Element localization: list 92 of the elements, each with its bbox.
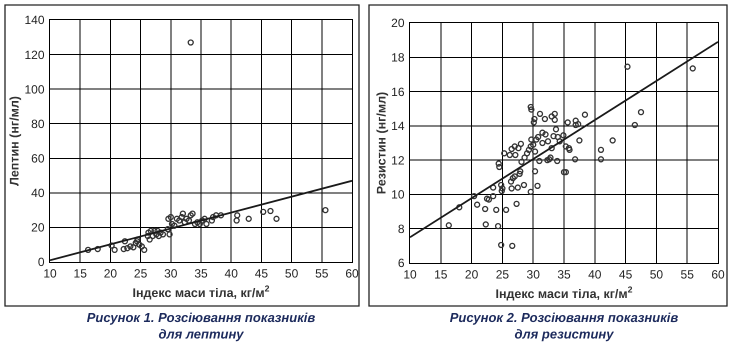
y-tick-label: 80 [31, 116, 45, 131]
y-tick-label: 10 [391, 188, 405, 202]
point [134, 238, 140, 244]
point [267, 208, 274, 214]
point [189, 210, 196, 217]
point [84, 246, 92, 254]
x-tick-label: 20 [464, 268, 479, 282]
point [196, 220, 203, 228]
point [174, 216, 180, 222]
point [136, 242, 143, 248]
point [260, 208, 266, 216]
point [176, 217, 182, 224]
point [148, 228, 154, 234]
point [145, 229, 152, 236]
x-tick-label: 15 [74, 266, 88, 280]
point [138, 243, 145, 250]
point [192, 220, 198, 228]
point [164, 226, 171, 232]
point [124, 245, 130, 252]
x-tick-label: 10 [43, 266, 57, 280]
x-tick-label: 45 [254, 266, 268, 280]
x-tick-label: 15 [434, 268, 448, 282]
x-tick-label: 60 [345, 266, 359, 280]
point [180, 210, 186, 217]
point [212, 212, 220, 218]
y-tick-label: 20 [31, 220, 45, 235]
x-tick-label: 30 [164, 266, 178, 280]
y-tick-label: 18 [391, 50, 405, 64]
point [94, 246, 101, 252]
x-tick-label: 50 [650, 268, 664, 282]
point [322, 206, 329, 214]
point [178, 214, 185, 220]
point [183, 216, 190, 222]
point [166, 231, 173, 238]
point [208, 217, 216, 224]
point [171, 222, 178, 229]
x-tick-label: 55 [680, 268, 694, 282]
point [246, 216, 252, 222]
x-tick-label: 45 [618, 268, 633, 282]
point [156, 232, 162, 240]
y-tick-label: 16 [391, 84, 405, 99]
y-tick-label: 120 [24, 48, 45, 62]
point [194, 219, 201, 226]
y-tick-label: 14 [391, 119, 405, 134]
y-axis-title: Резистин (нг/мл) [374, 92, 388, 194]
x-tick-label: 35 [557, 268, 571, 282]
x-tick-label: 55 [315, 266, 329, 280]
point [165, 216, 172, 222]
point [146, 236, 153, 243]
x-tick-label: 50 [284, 266, 299, 280]
point [186, 217, 192, 224]
point [122, 238, 128, 244]
y-tick-label: 40 [31, 186, 45, 200]
x-tick-label: 25 [496, 268, 510, 282]
y-axis-title: Лептин (нг/мл) [8, 96, 22, 186]
y-tick-label: 100 [24, 82, 45, 96]
x-tick-label: 25 [134, 266, 148, 280]
point [233, 217, 240, 224]
x-tick-label: 60 [711, 268, 725, 282]
x-tick-label: 30 [526, 268, 540, 282]
text: Рисунок 1. Розсіювання показників для лептину [86, 310, 316, 342]
y-tick-label: 20 [391, 16, 405, 30]
point [201, 216, 208, 222]
point [120, 246, 127, 252]
x-axis-title: Індекс маси тіла, кг/м$^{2}$ [132, 284, 270, 300]
y-tick-label: 0 [38, 255, 45, 270]
point [168, 220, 176, 228]
point [210, 214, 216, 220]
x-tick-label: 40 [224, 266, 238, 280]
y-tick-label: 60 [31, 151, 45, 166]
point [160, 231, 166, 238]
y-tick-label: 6 [398, 256, 405, 270]
point [168, 214, 174, 220]
y-tick-label: 12 [391, 153, 405, 168]
point [111, 246, 118, 254]
point [108, 242, 115, 249]
point [273, 216, 280, 222]
point [218, 212, 224, 218]
point [127, 243, 134, 250]
point [130, 244, 136, 250]
x-tick-label: 20 [104, 266, 118, 280]
point [203, 220, 210, 228]
point [234, 212, 240, 218]
x-tick-label: 40 [588, 268, 602, 282]
x-tick-label: 35 [194, 266, 208, 280]
y-tick-label: 8 [398, 222, 405, 236]
point [188, 39, 194, 46]
point [141, 246, 148, 254]
point [188, 212, 194, 218]
text: Рисунок 2. Розсіювання показників для резистину [450, 310, 678, 342]
y-tick-label: 140 [24, 13, 45, 28]
x-axis-title: Індекс маси тіла, кг/м$^{2}$ [495, 284, 633, 301]
